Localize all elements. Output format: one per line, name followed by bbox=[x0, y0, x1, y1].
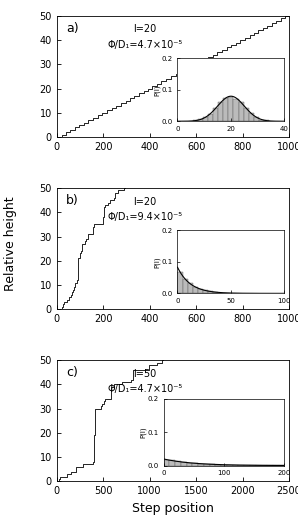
Text: l=20: l=20 bbox=[133, 24, 156, 34]
Text: c): c) bbox=[66, 366, 78, 379]
Text: Φ/D₁=9.4×10⁻⁵: Φ/D₁=9.4×10⁻⁵ bbox=[107, 212, 182, 222]
Text: b): b) bbox=[66, 194, 79, 207]
Text: Φ/D₁=4.7×10⁻⁵: Φ/D₁=4.7×10⁻⁵ bbox=[107, 385, 183, 395]
Text: l=50: l=50 bbox=[133, 369, 156, 379]
X-axis label: Step position: Step position bbox=[132, 502, 214, 515]
Text: Φ/D₁=4.7×10⁻⁵: Φ/D₁=4.7×10⁻⁵ bbox=[107, 40, 183, 50]
Text: Relative height: Relative height bbox=[4, 196, 17, 290]
Text: l=20: l=20 bbox=[133, 196, 156, 206]
Text: a): a) bbox=[66, 22, 79, 35]
